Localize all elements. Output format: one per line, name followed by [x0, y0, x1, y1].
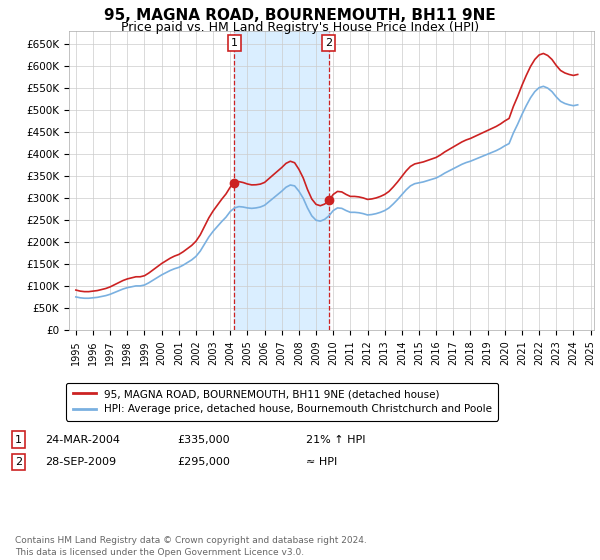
Legend: 95, MAGNA ROAD, BOURNEMOUTH, BH11 9NE (detached house), HPI: Average price, deta: 95, MAGNA ROAD, BOURNEMOUTH, BH11 9NE (d… — [67, 383, 498, 421]
Text: 21% ↑ HPI: 21% ↑ HPI — [306, 435, 365, 445]
Text: 1: 1 — [231, 38, 238, 48]
Text: 2: 2 — [15, 457, 22, 467]
Text: 1: 1 — [15, 435, 22, 445]
Bar — [234, 31, 329, 330]
Text: Contains HM Land Registry data © Crown copyright and database right 2024.
This d: Contains HM Land Registry data © Crown c… — [15, 536, 367, 557]
Text: 2: 2 — [325, 38, 332, 48]
Text: 24-MAR-2004: 24-MAR-2004 — [45, 435, 120, 445]
Text: 28-SEP-2009: 28-SEP-2009 — [45, 457, 116, 467]
Text: £295,000: £295,000 — [177, 457, 230, 467]
Text: ≈ HPI: ≈ HPI — [306, 457, 337, 467]
Text: Price paid vs. HM Land Registry's House Price Index (HPI): Price paid vs. HM Land Registry's House … — [121, 21, 479, 34]
Text: 95, MAGNA ROAD, BOURNEMOUTH, BH11 9NE: 95, MAGNA ROAD, BOURNEMOUTH, BH11 9NE — [104, 8, 496, 24]
Text: £335,000: £335,000 — [177, 435, 230, 445]
